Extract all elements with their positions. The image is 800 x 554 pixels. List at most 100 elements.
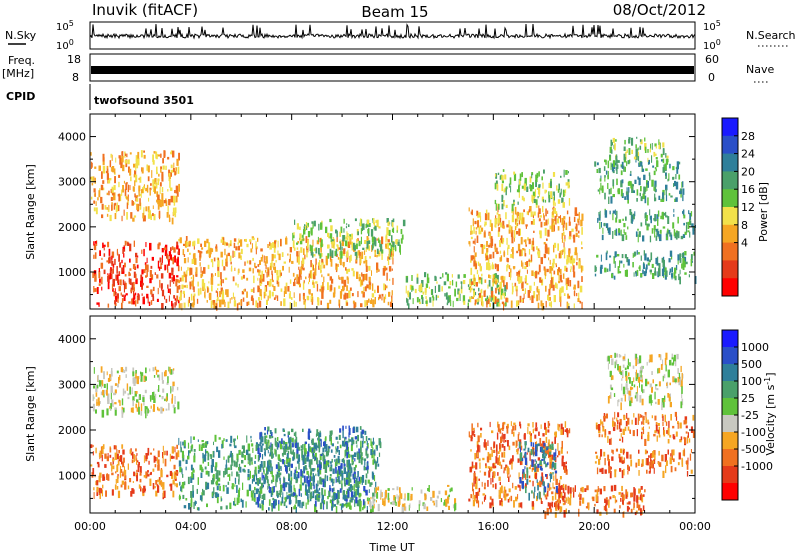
power-heatmap [90, 136, 697, 311]
y-tick-label: 3000 [58, 176, 86, 189]
x-tick-label: 04:00 [175, 520, 207, 533]
velocity-region [254, 425, 369, 510]
colorbar-tick-label: 25 [741, 392, 755, 405]
freq-unit: [MHz] [2, 67, 34, 80]
power-region [594, 250, 697, 285]
velocity-region [90, 444, 180, 500]
freq-panel-frame [89, 53, 696, 82]
velocity-region [544, 484, 646, 519]
nave-axis-top: 60 [705, 53, 719, 66]
nave-label: Nave [746, 63, 774, 76]
colorbar-swatch [722, 118, 738, 137]
power-region [90, 150, 180, 225]
colorbar-swatch [722, 153, 738, 172]
power-panel: 1000 2000 3000 4000 Slant Range [km] [24, 113, 697, 311]
x-tick-label: 08:00 [276, 520, 308, 533]
date-title: 08/Oct/2012 [613, 1, 706, 19]
power-region [594, 159, 685, 206]
colorbar-swatch [722, 207, 738, 226]
y-tick-label: 2000 [58, 221, 86, 234]
colorbar-swatch [722, 483, 738, 501]
power-ylabel: Slant Range [km] [24, 164, 37, 260]
y-tick-label: 1000 [58, 266, 86, 279]
x-tick-label: 16:00 [477, 520, 509, 533]
cpid-label: CPID [6, 90, 35, 103]
y-tick-label: 4000 [58, 333, 86, 346]
colorbar-swatch [722, 347, 738, 365]
x-tick-label: 00:00 [74, 520, 106, 533]
velocity-heatmap [90, 352, 695, 519]
velocity-panel: 00:00 04:00 08:00 12:00 16:00 20:00 00:00 1000 2… [24, 315, 711, 554]
nsearch-label: N.Search [746, 29, 796, 42]
colorbar-tick-label: -100 [741, 426, 766, 439]
x-tick-label: 12:00 [377, 520, 409, 533]
nsky-axis-top: 105 [56, 19, 74, 33]
freq-axis-bottom: 8 [72, 71, 79, 84]
power-colorbar-label: Power [dB] [757, 182, 770, 242]
colorbar-swatch [722, 432, 738, 450]
velocity-region [518, 441, 558, 501]
beam-title: Beam 15 [361, 3, 428, 21]
colorbar-tick-label: 100 [741, 375, 762, 388]
colorbar-tick-label: 20 [741, 165, 755, 178]
power-colorbar: Power [dB] 4 8 12 16 20 24 28 [721, 117, 770, 297]
colorbar-swatch [722, 449, 738, 467]
nsky-panel-frame [89, 21, 696, 50]
nsearch-axis-bottom: 100 [703, 38, 721, 52]
colorbar-swatch [722, 278, 738, 297]
cpid-value: twofsound 3501 [94, 94, 194, 107]
freq-label: Freq. [8, 54, 35, 67]
colorbar-swatch [722, 189, 738, 208]
power-region [92, 240, 180, 310]
colorbar-swatch [722, 381, 738, 399]
colorbar-tick-label: 28 [741, 130, 755, 143]
power-region [178, 236, 395, 311]
y-tick-label: 2000 [58, 424, 86, 437]
colorbar-swatch [722, 364, 738, 382]
colorbar-tick-label: 16 [741, 183, 755, 196]
velocity-colorbar-label: Velocity [m s-1] [763, 372, 777, 455]
colorbar-tick-label: -1000 [741, 460, 773, 473]
station-title: Inuvik (fitACF) [92, 1, 198, 19]
power-axes: 1000 2000 3000 4000 [58, 114, 696, 309]
power-region [405, 272, 507, 310]
velocity-ylabel: Slant Range [km] [24, 366, 37, 462]
colorbar-swatch [722, 415, 738, 433]
colorbar-tick-label: -25 [741, 409, 759, 422]
colorbar-tick-label: -500 [741, 443, 766, 456]
y-tick-label: 4000 [58, 131, 86, 144]
colorbar-tick-label: 8 [741, 219, 748, 232]
colorbar-swatch [722, 398, 738, 416]
velocity-axes: 00:00 04:00 08:00 12:00 16:00 20:00 00:00 1000 2… [58, 316, 711, 533]
colorbar-swatch [722, 224, 738, 244]
colorbar-tick-label: 12 [741, 201, 755, 214]
nsky-axis-bottom: 100 [56, 38, 74, 52]
colorbar-swatch [722, 242, 738, 261]
freq-axis-top: 18 [67, 53, 81, 66]
velocity-region [92, 366, 180, 419]
y-tick-label: 3000 [58, 378, 86, 391]
velocity-region [367, 484, 457, 514]
colorbar-tick-label: 1000 [741, 341, 769, 354]
velocity-region [594, 448, 693, 479]
velocity-region [595, 411, 695, 446]
power-region [609, 136, 669, 167]
colorbar-swatch [722, 466, 738, 484]
velocity-colorbar: Velocity [m s-1] 1000 500 100 25 -25 -100 -500… [721, 329, 777, 501]
y-tick-label: 1000 [58, 470, 86, 483]
power-region [468, 204, 584, 311]
power-region [494, 169, 571, 212]
colorbar-swatch [722, 260, 738, 279]
nave-axis-bottom: 0 [708, 71, 715, 84]
time-xlabel: Time UT [368, 541, 414, 554]
power-region [597, 208, 696, 243]
freq-trace [91, 66, 694, 74]
velocity-region [606, 352, 684, 411]
colorbar-tick-label: 24 [741, 148, 755, 161]
colorbar-tick-label: 500 [741, 358, 762, 371]
colorbar-swatch [722, 330, 738, 348]
colorbar-swatch [722, 171, 738, 190]
x-tick-label: 00:00 [679, 520, 711, 533]
colorbar-tick-label: 4 [741, 237, 748, 250]
nsky-trace [89, 23, 696, 40]
